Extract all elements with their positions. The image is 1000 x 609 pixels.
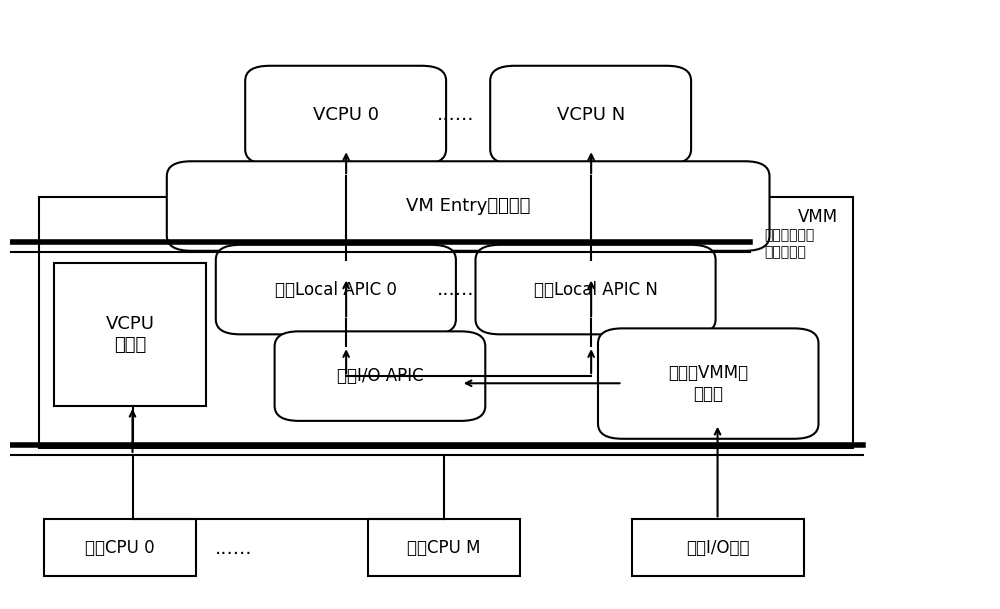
Text: 號拟I/O APIC: 號拟I/O APIC [337, 367, 423, 385]
FancyBboxPatch shape [54, 262, 206, 406]
Text: VCPU N: VCPU N [557, 106, 625, 124]
FancyBboxPatch shape [216, 245, 456, 334]
Text: VMM: VMM [798, 208, 838, 226]
FancyBboxPatch shape [39, 197, 853, 448]
FancyBboxPatch shape [44, 519, 196, 576]
Text: 物理CPU 0: 物理CPU 0 [85, 539, 155, 557]
FancyBboxPatch shape [167, 161, 770, 251]
FancyBboxPatch shape [245, 66, 446, 164]
Text: ......: ...... [437, 105, 475, 124]
Text: VM Entry中断注入: VM Entry中断注入 [406, 197, 530, 215]
FancyBboxPatch shape [368, 519, 520, 576]
Text: ......: ...... [437, 280, 475, 299]
Text: VCPU
调度器: VCPU 调度器 [106, 315, 155, 354]
Text: 物理I/O设备: 物理I/O设备 [686, 539, 750, 557]
FancyBboxPatch shape [632, 519, 804, 576]
Text: 设备的VMM中
断处理: 设备的VMM中 断处理 [668, 364, 748, 403]
Text: 號拟Local APIC 0: 號拟Local APIC 0 [275, 281, 397, 298]
Text: 非根操作模式: 非根操作模式 [765, 228, 815, 242]
Text: VCPU 0: VCPU 0 [313, 106, 379, 124]
Text: 根操作模式: 根操作模式 [765, 245, 806, 259]
FancyBboxPatch shape [598, 328, 818, 439]
FancyBboxPatch shape [476, 245, 716, 334]
Text: 物理CPU M: 物理CPU M [407, 539, 480, 557]
Text: 號拟Local APIC N: 號拟Local APIC N [534, 281, 657, 298]
FancyBboxPatch shape [275, 331, 485, 421]
Text: ......: ...... [215, 538, 252, 557]
FancyBboxPatch shape [490, 66, 691, 164]
